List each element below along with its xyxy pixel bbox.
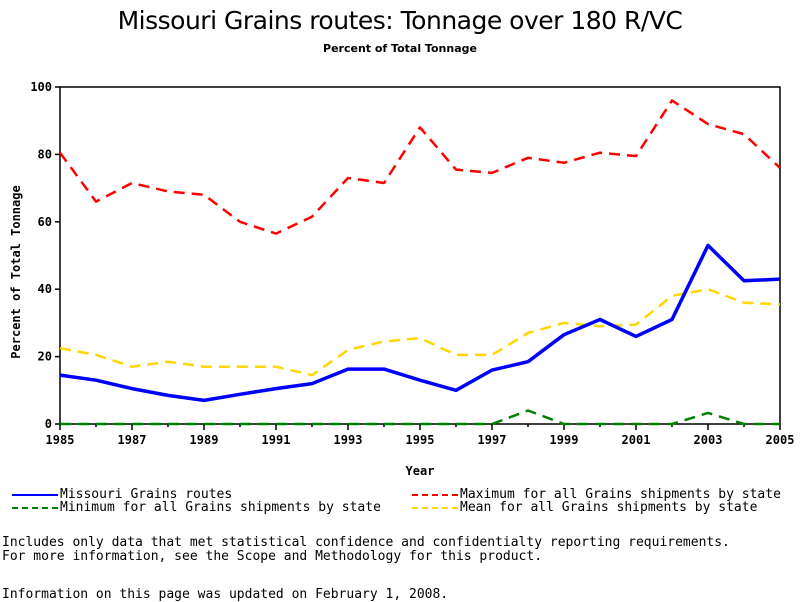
note-updated: Information on this page was updated on … [2,587,449,602]
legend-swatch-maximum [412,494,458,496]
chart-title: Missouri Grains routes: Tonnage over 180… [117,6,683,35]
legend-label-mean: Mean for all Grains shipments by state [460,500,758,515]
x-tick-label: 1991 [262,433,291,447]
x-tick-label: 1997 [478,433,507,447]
x-tick-label: 1985 [46,433,75,447]
note-methodology: For more information, see the Scope and … [2,549,543,564]
x-tick-label: 1993 [334,433,363,447]
x-axis: 1985 1987 1989 1991 1993 1995 1997 1999 2001 2003… [46,424,795,447]
y-axis: 0 20 40 60 80 100 [30,80,60,431]
chart-subtitle: Percent of Total Tonnage [323,42,477,55]
x-tick-label: 1987 [118,433,147,447]
y-tick-label: 40 [38,282,52,296]
plot-frame [59,86,781,425]
legend-swatch-mean [412,507,458,509]
y-tick-label: 100 [30,80,52,94]
legend-label-maximum: Maximum for all Grains shipments by stat… [460,487,781,502]
y-tick-label: 60 [38,215,52,229]
x-axis-label: Year [406,464,435,478]
legend-label-minimum: Minimum for all Grains shipments by stat… [60,500,381,515]
x-tick-label: 2005 [766,433,795,447]
series-line-2 [60,409,780,426]
y-tick-label: 80 [38,147,52,161]
series-layer [58,99,781,426]
legend-label-missouri: Missouri Grains routes [60,487,233,502]
note-confidence: Includes only data that met statistical … [2,535,730,550]
x-tick-label: 2003 [694,433,723,447]
y-axis-label: Percent of Total Tonnage [9,185,23,358]
legend-swatch-missouri [12,494,58,496]
y-tick-label: 20 [38,350,52,364]
y-tick-label: 0 [45,417,52,431]
series-line-0 [59,243,781,403]
x-tick-label: 2001 [622,433,651,447]
legend-swatch-minimum [12,507,58,509]
x-tick-label: 1995 [406,433,435,447]
x-tick-label: 1999 [550,433,579,447]
series-line-3 [59,287,781,377]
x-tick-label: 1989 [190,433,219,447]
series-line-1 [58,99,781,235]
